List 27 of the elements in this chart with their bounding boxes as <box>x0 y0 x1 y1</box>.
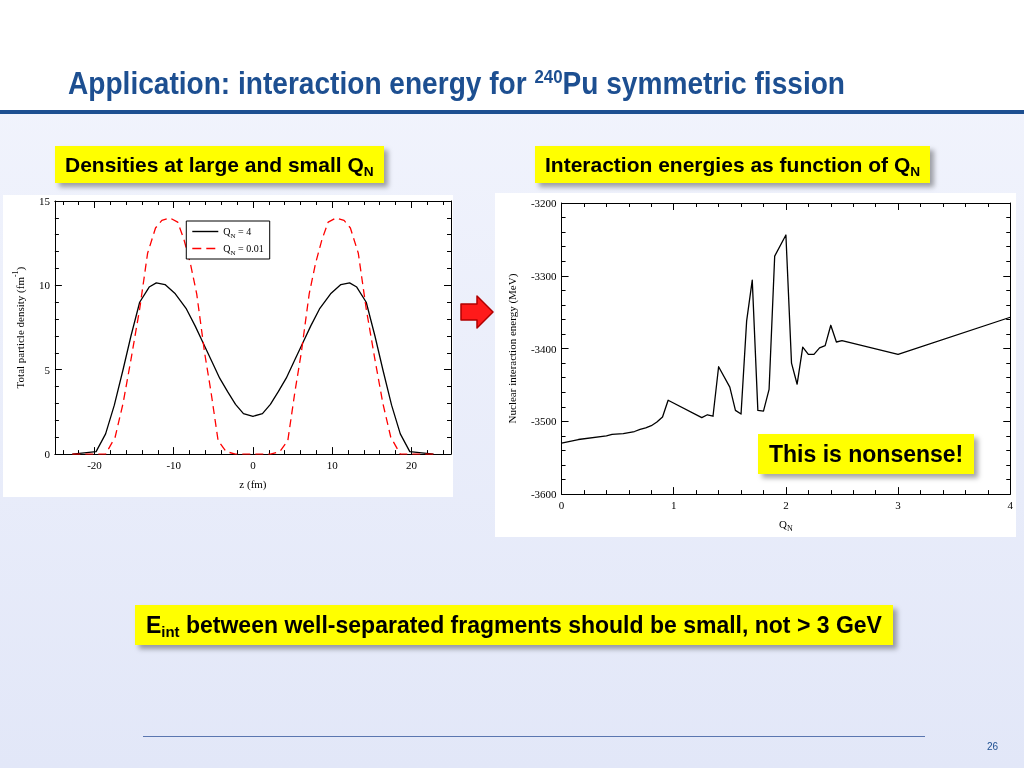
y-tick-label: -3400 <box>530 342 558 355</box>
y-tick-label: -3600 <box>530 488 558 501</box>
y-tick-label: -3300 <box>530 269 558 282</box>
x-tick-label: 2 <box>783 498 789 511</box>
x-tick-label: 4 <box>1007 498 1014 511</box>
chart-title: Interaction energies as function of Q$_{N}$ <box>535 146 931 183</box>
y-tick-label: 0 <box>44 448 51 461</box>
x-tick-label: 20 <box>405 458 418 471</box>
chart-title: Application: interaction energy for $^{240}$Pu symmetric fission <box>68 64 845 102</box>
y-axis-title: Total particle density (fm-1) <box>10 266 27 389</box>
x-tick-label: -10 <box>166 458 182 471</box>
x-axis-title: z (fm) <box>239 477 267 491</box>
y-tick-label: 15 <box>38 195 51 207</box>
x-tick-label: 10 <box>326 458 339 471</box>
y-tick-label: 10 <box>38 279 51 292</box>
y-tick-label: -3200 <box>530 197 558 209</box>
y-tick-label: -3500 <box>530 415 558 428</box>
y-tick-label: 5 <box>44 363 51 376</box>
x-tick-label: 3 <box>895 498 902 511</box>
chart-subtitle: Densities at large and small Q$_{N}$ <box>55 146 384 183</box>
text: 26 <box>987 741 999 752</box>
y-axis-title: Nuclear interaction energy (MeV) <box>505 273 519 424</box>
text: E$_{int}$ between well-separated fragments should be small, not > 3 GeV <box>135 605 893 645</box>
x-tick-label: 1 <box>670 498 677 511</box>
x-tick-label: -20 <box>87 458 103 471</box>
x-tick-label: 0 <box>250 458 257 471</box>
annotation: This is nonsense! <box>758 434 975 474</box>
